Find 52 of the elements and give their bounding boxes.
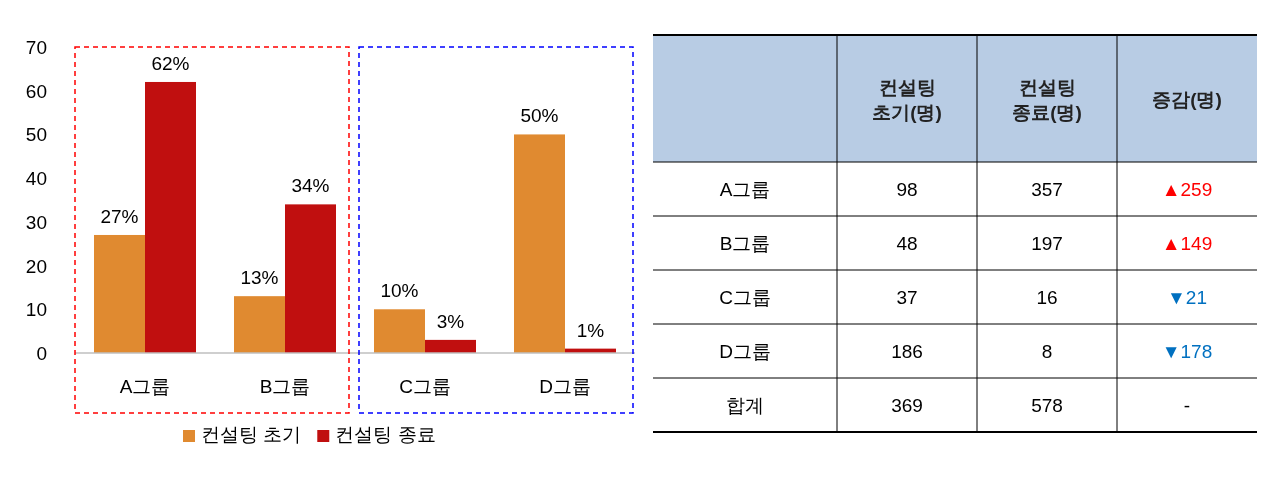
data-label: 50%	[520, 105, 559, 127]
data-label: 3%	[436, 310, 465, 332]
data-label: 578	[1031, 395, 1063, 416]
bar	[285, 204, 336, 353]
bar	[514, 134, 565, 353]
data-label: 27%	[100, 205, 139, 227]
category-label: B그룹	[719, 233, 771, 254]
x-tick-label: C그룹	[399, 376, 451, 397]
legend-label: 컨설팅 초기	[201, 424, 302, 445]
x-tick-label: A그룹	[119, 376, 171, 397]
text: 컨설팅 종료(명)	[1012, 76, 1082, 123]
y-tick-label: 60	[25, 80, 47, 102]
category-label: 합계	[726, 395, 764, 416]
data-label: 13%	[240, 267, 279, 289]
y-tick-label: 20	[25, 255, 47, 277]
y-tick-label: 70	[25, 37, 47, 58]
bar	[374, 309, 425, 353]
data-label: 8	[1041, 341, 1053, 362]
data-label: 369	[891, 395, 923, 416]
data-label: ▼21	[1167, 287, 1207, 308]
bar	[234, 296, 285, 353]
y-tick-label: 30	[25, 211, 47, 233]
data-label: 37	[896, 287, 918, 308]
x-tick-label: B그룹	[259, 376, 311, 397]
data-label: 1%	[576, 319, 605, 341]
data-label: -	[1183, 395, 1191, 416]
text: 컨설팅 초기(명)	[872, 76, 942, 123]
data-label: 98	[896, 179, 918, 200]
data-label: 197	[1031, 233, 1063, 254]
data-label: 186	[891, 341, 923, 362]
data-label: 10%	[380, 280, 419, 302]
y-tick-label: 10	[25, 299, 47, 321]
text: 증감(명)	[1152, 88, 1222, 110]
data-label: 16	[1036, 287, 1058, 308]
data-label: ▼178	[1161, 341, 1213, 362]
x-tick-label: D그룹	[539, 376, 591, 397]
category-label: A그룹	[719, 179, 771, 200]
y-tick-label: 0	[36, 343, 47, 364]
y-tick-label: 50	[25, 124, 47, 146]
data-label: 62%	[151, 52, 190, 74]
data-label: ▲259	[1161, 179, 1213, 200]
bar	[425, 339, 476, 353]
data-label: 357	[1031, 179, 1063, 200]
data-label: ▲149	[1161, 233, 1213, 254]
legend-label: 컨설팅 종료	[335, 424, 436, 445]
data-label: 34%	[291, 175, 330, 197]
bar	[145, 81, 196, 353]
category-label: C그룹	[719, 287, 771, 308]
data-label: 48	[896, 233, 918, 254]
bar	[94, 234, 145, 353]
y-tick-label: 40	[25, 168, 47, 190]
category-label: D그룹	[719, 341, 771, 362]
